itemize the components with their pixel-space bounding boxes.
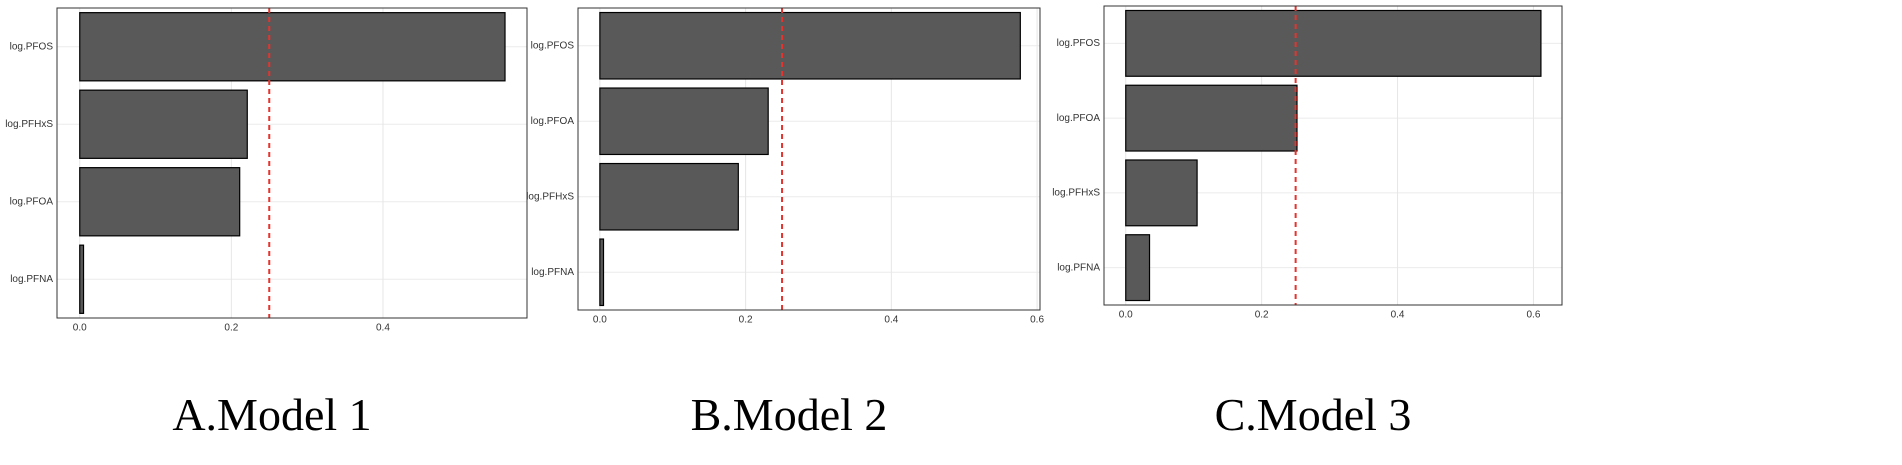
y-tick-label: log.PFHxS bbox=[5, 119, 53, 130]
x-tick-label: 0.4 bbox=[884, 315, 898, 326]
y-tick-label: log.PFOS bbox=[10, 41, 54, 52]
bar bbox=[79, 89, 248, 159]
x-tick-label: 0.2 bbox=[1255, 310, 1269, 321]
panel-border bbox=[577, 7, 1041, 311]
x-tick-label: 0.0 bbox=[1119, 310, 1133, 321]
bar bbox=[1125, 159, 1198, 227]
x-tick-label: 0.4 bbox=[376, 323, 390, 334]
y-tick-label: log.PFNA bbox=[531, 267, 574, 278]
bar bbox=[1125, 234, 1151, 302]
x-tick-label: 0.6 bbox=[1030, 315, 1044, 326]
x-tick-label: 0.2 bbox=[224, 323, 238, 334]
y-tick-label: log.PFNA bbox=[1057, 262, 1100, 273]
x-tick-label: 0.2 bbox=[739, 315, 753, 326]
chart-panel: 0.0 0.2 0.4 0.6 log.PFOS log.PFOA log.PFHxS log… bbox=[526, 7, 1044, 440]
x-tick-label: 0.0 bbox=[73, 323, 87, 334]
y-tick-label: log.PFHxS bbox=[1052, 188, 1100, 199]
chart-panel: 0.0 0.2 0.4 0.6 log.PFOS log.PFOA log.PFHxS log… bbox=[1052, 5, 1563, 440]
x-tick-label: 0.4 bbox=[1391, 310, 1405, 321]
y-tick-label: log.PFOA bbox=[531, 116, 575, 127]
bar bbox=[1125, 84, 1298, 152]
y-tick-label: log.PFOA bbox=[10, 196, 54, 207]
y-tick-label: log.PFHxS bbox=[526, 191, 574, 202]
bar bbox=[599, 87, 769, 156]
bar bbox=[79, 244, 85, 314]
bar bbox=[599, 238, 605, 307]
bar bbox=[599, 162, 739, 231]
bar bbox=[1125, 9, 1542, 77]
chart-caption: B.Model 2 bbox=[691, 389, 888, 440]
chart-caption: C.Model 3 bbox=[1215, 389, 1412, 440]
chart-panel: 0.0 0.2 0.4 log.PFOS log.PFHxS log.PFOA log.PF… bbox=[5, 7, 528, 440]
y-tick-label: log.PFOA bbox=[1057, 113, 1101, 124]
chart-caption: A.Model 1 bbox=[172, 389, 371, 440]
y-tick-label: log.PFNA bbox=[10, 274, 53, 285]
y-tick-label: log.PFOS bbox=[1057, 38, 1101, 49]
panel-border bbox=[1103, 5, 1563, 306]
bar bbox=[79, 12, 506, 82]
bar bbox=[79, 167, 241, 237]
x-tick-label: 0.0 bbox=[593, 315, 607, 326]
x-tick-label: 0.6 bbox=[1527, 310, 1541, 321]
y-tick-label: log.PFOS bbox=[531, 40, 575, 51]
bar bbox=[599, 11, 1021, 80]
panel-border bbox=[56, 7, 528, 319]
